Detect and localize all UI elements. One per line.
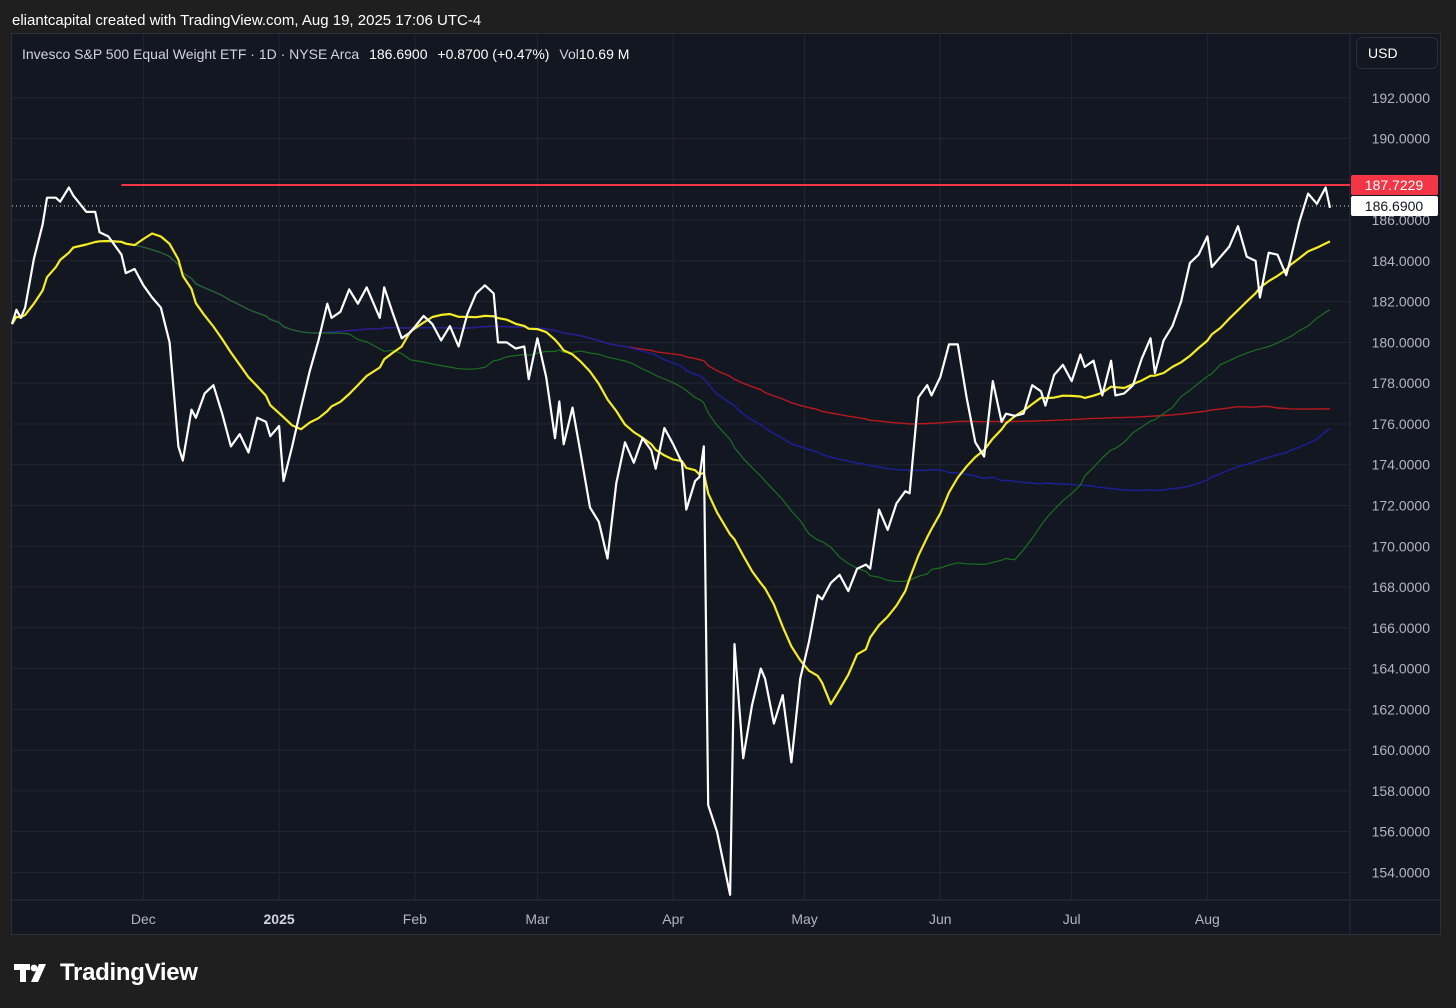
time-tick-label: Mar	[525, 911, 549, 927]
time-tick-label: May	[791, 911, 817, 927]
time-tick-label: Apr	[662, 911, 684, 927]
price-tick-label: 190.0000	[1372, 131, 1431, 147]
price-levels	[12, 183, 1350, 207]
price-tick-label: 176.0000	[1372, 416, 1431, 432]
currency-button[interactable]: USD	[1356, 37, 1438, 69]
price-tick-label: 156.0000	[1372, 824, 1431, 840]
price-tick-label: 180.0000	[1372, 334, 1431, 350]
sma-200-line	[11, 240, 1331, 425]
price-tick-label: 164.0000	[1372, 661, 1431, 677]
resistance-price-tag[interactable]	[1351, 174, 1438, 195]
moving-averages	[11, 232, 1331, 706]
tradingview-logo-icon	[14, 964, 46, 982]
symbol-legend: Invesco S&P 500 Equal Weight ETF · 1D · …	[22, 46, 629, 62]
price-tick-label: 178.0000	[1372, 375, 1431, 391]
time-tick-label: Dec	[131, 911, 156, 927]
resistance-price-label: 187.7229	[1365, 177, 1424, 193]
sma-100-line	[11, 240, 1331, 492]
price-tick-label: 182.0000	[1372, 294, 1431, 310]
time-tick-label: Jul	[1063, 911, 1081, 927]
brand-name: TradingView	[60, 959, 198, 986]
price-tick-label: 160.0000	[1372, 742, 1431, 758]
volume-value: 10.69 M	[578, 46, 630, 62]
grid-lines	[12, 34, 1440, 934]
last-price: 186.6900	[369, 46, 428, 62]
price-tick-label: 158.0000	[1372, 783, 1431, 799]
price-line-layer	[10, 186, 1332, 896]
price-tick-label: 184.0000	[1372, 253, 1431, 269]
price-tick-label: 166.0000	[1372, 620, 1431, 636]
chart-caption: eliantcapital created with TradingView.c…	[12, 12, 482, 29]
price-tick-label: 154.0000	[1372, 864, 1431, 880]
last-price-tag[interactable]	[1351, 196, 1438, 217]
price-axis[interactable]: 192.0000190.0000188.0000186.0000184.0000…	[1351, 90, 1438, 881]
sma-20-line	[11, 232, 1331, 706]
time-tick-label: Jun	[929, 911, 952, 927]
price-tick-label: 162.0000	[1372, 701, 1431, 717]
time-tick-label: Aug	[1195, 911, 1220, 927]
price-tick-label: 168.0000	[1372, 579, 1431, 595]
last-price-label: 186.6900	[1365, 198, 1424, 214]
volume-label: Vol	[559, 46, 579, 62]
price-tick-label: 172.0000	[1372, 497, 1431, 513]
chart-pane[interactable]	[11, 33, 1441, 935]
sma-50-line	[11, 240, 1331, 583]
price-change: +0.8700 (+0.47%)	[437, 46, 550, 62]
time-axis[interactable]: Dec 2025 Feb Mar Apr May Jun Jul Aug	[131, 911, 1220, 927]
symbol-title: Invesco S&P 500 Equal Weight ETF · 1D · …	[22, 46, 360, 62]
price-tick-label: 186.0000	[1372, 212, 1431, 228]
price-tick-label: 174.0000	[1372, 457, 1431, 473]
time-tick-label: Feb	[403, 911, 427, 927]
price-tick-label: 192.0000	[1372, 90, 1431, 106]
tradingview-logo[interactable]: TradingView	[14, 958, 198, 988]
time-tick-label: 2025	[264, 911, 295, 927]
price-tick-label: 170.0000	[1372, 538, 1431, 554]
price-line	[10, 186, 1332, 896]
